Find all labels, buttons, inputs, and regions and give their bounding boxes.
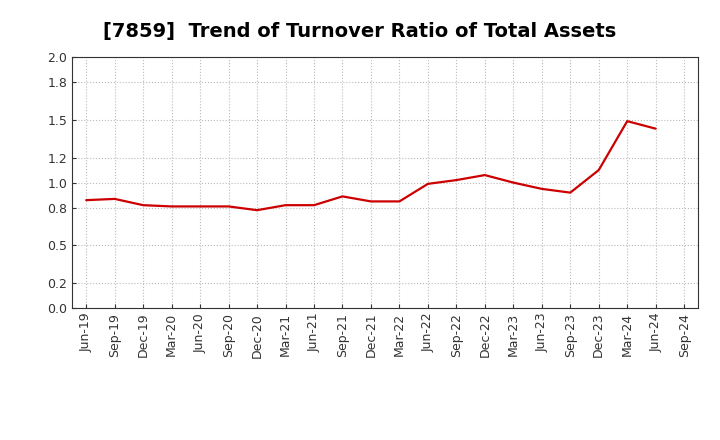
Text: [7859]  Trend of Turnover Ratio of Total Assets: [7859] Trend of Turnover Ratio of Total … — [104, 22, 616, 41]
